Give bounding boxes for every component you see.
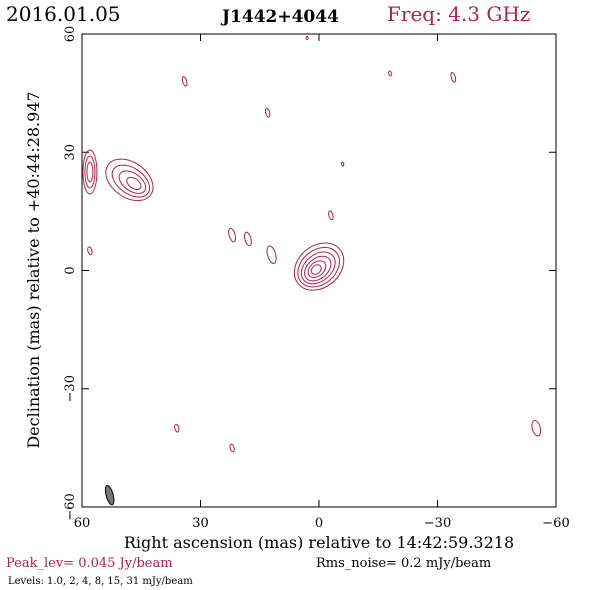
y-tick-label: 60 xyxy=(63,26,78,43)
contour-core-level xyxy=(300,251,336,285)
contour-core-level xyxy=(307,260,327,278)
contour-spot xyxy=(87,246,93,256)
contour-spot xyxy=(305,35,309,40)
contour-spot xyxy=(388,70,393,77)
rms-noise: Rms_noise= 0.2 mJy/beam xyxy=(316,556,492,571)
contour-spot xyxy=(229,443,235,453)
beam-ellipse xyxy=(104,484,115,506)
y-tick-label: −30 xyxy=(63,375,78,402)
contour-jet-knot-level xyxy=(126,176,142,190)
contour-spot xyxy=(531,419,542,437)
peak-level: Peak_lev= 0.045 Jy/beam xyxy=(6,556,173,571)
y-tick-label: 0 xyxy=(63,266,78,274)
contour-core-level xyxy=(293,242,345,291)
plot-frame xyxy=(81,33,557,508)
y-tick-label: −60 xyxy=(63,493,78,520)
contour-spot xyxy=(243,231,252,247)
contour-layer xyxy=(82,35,542,506)
contour-core-level xyxy=(310,264,322,275)
y-axis-label: Declination (mas) relative to +40:44:28.… xyxy=(24,91,43,448)
contour-spot xyxy=(181,75,188,87)
contour-edge-level xyxy=(86,161,94,183)
contour-edge-level xyxy=(82,149,98,195)
x-tick-label: −30 xyxy=(424,516,451,531)
contour-spot xyxy=(266,245,277,264)
contour-levels: Levels: 1.0, 2, 4, 8, 15, 31 mJy/beam xyxy=(8,576,193,587)
frequency-label: Freq: 4.3 GHz xyxy=(387,2,531,26)
contour-core-level xyxy=(297,246,340,288)
x-tick-label: −60 xyxy=(542,516,569,531)
contour-spot xyxy=(228,227,237,243)
contour-spot xyxy=(328,210,334,221)
x-tick-label: 60 xyxy=(74,516,91,531)
contour-jet-knot-level xyxy=(111,164,151,198)
source-name: J1442+4044 xyxy=(222,7,339,27)
y-tick-label: 30 xyxy=(63,144,78,161)
contour-spot xyxy=(264,107,271,118)
observation-date: 2016.01.05 xyxy=(6,2,121,26)
contour-jet-knot-level xyxy=(105,158,154,202)
x-tick-label: 30 xyxy=(192,516,209,531)
contour-core-level xyxy=(304,255,332,282)
contour-spot xyxy=(450,72,457,83)
contour-spot xyxy=(174,423,180,433)
x-tick-label: 0 xyxy=(315,516,323,531)
contour-edge-level xyxy=(84,155,96,189)
x-axis-label: Right ascension (mas) relative to 14:42:… xyxy=(124,533,514,552)
contour-jet-knot-level xyxy=(118,170,147,194)
contour-spot xyxy=(341,161,345,167)
